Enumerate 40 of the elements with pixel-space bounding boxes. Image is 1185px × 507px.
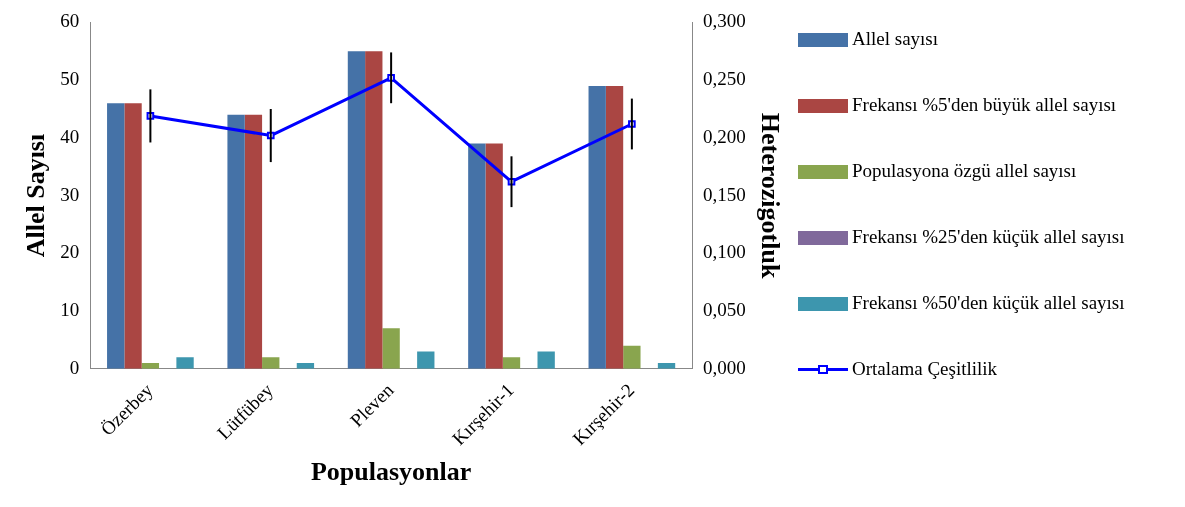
bar	[417, 351, 435, 369]
y2-tick-label: 0,050	[703, 298, 746, 320]
y2-tick-label: 0,250	[703, 68, 746, 90]
y-tick-label: 40	[60, 125, 80, 147]
bar	[382, 328, 400, 369]
bar	[244, 114, 263, 369]
legend-label: Frekansı %5'den büyük allel sayısı	[852, 94, 1117, 116]
bar	[588, 85, 606, 369]
bar	[537, 351, 555, 369]
bar	[502, 357, 521, 369]
y2-tick-label: 0,150	[703, 183, 746, 205]
bar	[605, 85, 624, 369]
legend-label: Populasyona özgü allel sayısı	[852, 160, 1077, 182]
legend-label: Frekansı %25'den küçük allel sayısı	[852, 226, 1125, 248]
bar	[107, 103, 125, 369]
y2-tick-label: 0,000	[703, 356, 746, 378]
x-axis-title: Populasyonlar	[310, 457, 472, 487]
y-tick-label: 50	[60, 68, 80, 90]
bar	[347, 51, 366, 369]
y2-axis-title: Heterozigotluk	[755, 112, 785, 279]
y2-tick-label: 0,100	[703, 241, 746, 263]
y-tick-label: 30	[60, 183, 80, 205]
y2-tick-label: 0,200	[703, 125, 746, 147]
bar	[623, 345, 641, 369]
bar	[262, 357, 280, 369]
legend-label: Frekansı %50'den küçük allel sayısı	[852, 292, 1125, 314]
y-axis-title: Allel Sayısı	[21, 133, 51, 258]
bar	[468, 143, 486, 369]
y-tick-label: 20	[60, 241, 80, 263]
legend-label: Allel sayısı	[852, 28, 939, 50]
y2-tick-label: 0,300	[703, 10, 746, 32]
bar	[124, 103, 142, 369]
legend-label: Ortalama Çeşitlilik	[852, 358, 998, 380]
bar	[227, 114, 245, 369]
bar	[176, 357, 194, 369]
bar	[365, 51, 383, 369]
bar	[485, 143, 503, 369]
y-tick-label: 60	[60, 10, 80, 32]
y-tick-label: 10	[60, 298, 80, 320]
y-tick-label: 0	[69, 356, 80, 378]
